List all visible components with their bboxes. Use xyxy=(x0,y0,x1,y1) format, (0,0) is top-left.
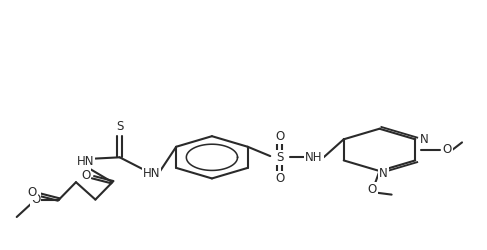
Text: O: O xyxy=(275,130,284,143)
Text: N: N xyxy=(420,133,429,146)
Text: O: O xyxy=(81,169,90,182)
Text: HN: HN xyxy=(77,154,94,168)
Text: O: O xyxy=(31,193,40,206)
Text: O: O xyxy=(28,186,37,199)
Text: N: N xyxy=(379,168,388,180)
Text: S: S xyxy=(116,120,123,133)
Text: O: O xyxy=(275,172,284,185)
Text: HN: HN xyxy=(143,167,160,180)
Text: NH: NH xyxy=(305,151,323,164)
Text: O: O xyxy=(368,183,377,196)
Text: S: S xyxy=(276,151,283,164)
Text: O: O xyxy=(443,143,452,156)
